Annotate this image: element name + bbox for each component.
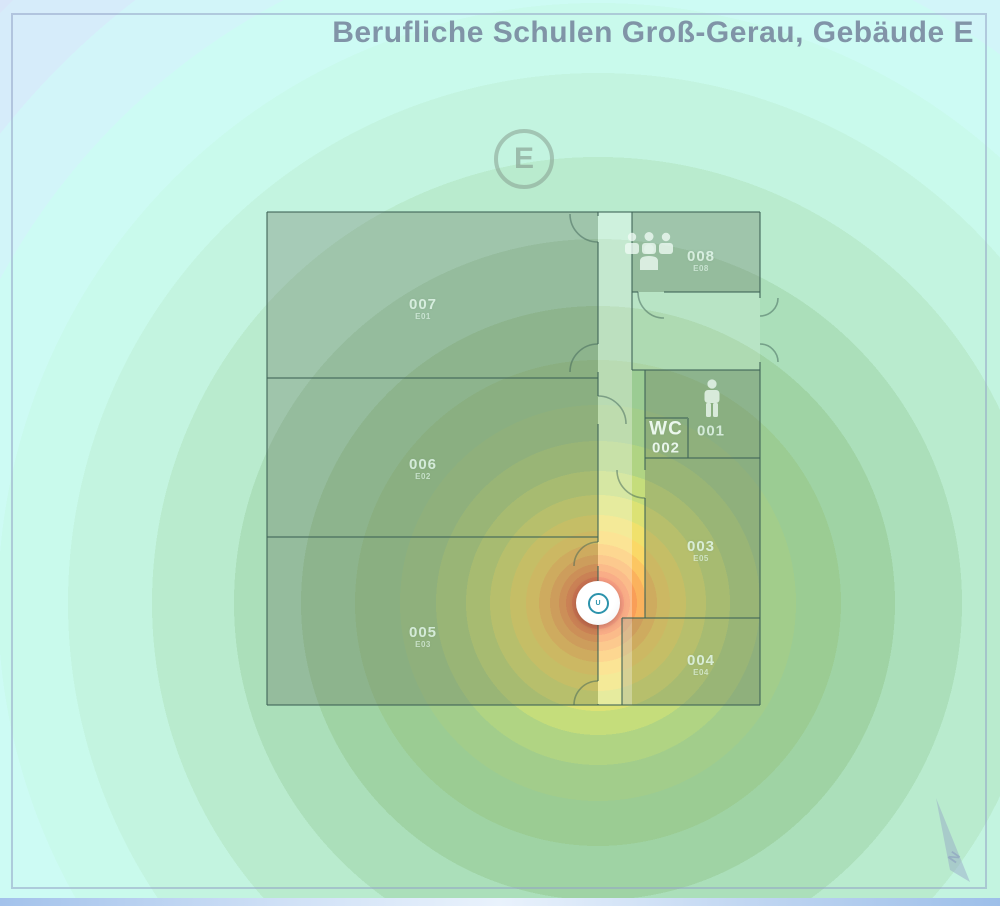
room-label-005: 005 E03 bbox=[409, 624, 437, 650]
room-block-left bbox=[267, 212, 598, 705]
room-002-name: WC bbox=[649, 418, 683, 440]
room-label-008: 008 E08 bbox=[687, 248, 715, 274]
room-008-code: E08 bbox=[693, 264, 709, 274]
building-badge: E bbox=[494, 129, 554, 189]
north-arrow-icon: N bbox=[936, 798, 970, 882]
ap-logo-letter: U bbox=[595, 599, 601, 607]
door-room-003 bbox=[616, 469, 646, 499]
door-room-006 bbox=[597, 395, 627, 425]
building-badge-letter: E bbox=[513, 142, 534, 175]
door-corridor-bottom bbox=[573, 680, 599, 706]
door-room-005 bbox=[573, 541, 599, 567]
ap-logo-ring: U bbox=[587, 592, 609, 614]
door-entrance-lower bbox=[759, 343, 779, 363]
door-arcs bbox=[569, 213, 779, 706]
room-008-number: 008 bbox=[686, 247, 716, 265]
room-007-code: E01 bbox=[415, 312, 431, 322]
room-label-001: 001 bbox=[697, 422, 725, 439]
room-006-number: 006 bbox=[408, 455, 438, 473]
room-label-007: 007 E01 bbox=[409, 296, 437, 322]
room-007-number: 007 bbox=[408, 295, 438, 313]
walls bbox=[266, 211, 761, 706]
room-003-number: 003 bbox=[686, 537, 716, 555]
room-004-area bbox=[622, 618, 760, 705]
room-label-003: 003 E05 bbox=[687, 538, 715, 564]
room-002-number: 002 bbox=[651, 439, 681, 457]
door-entrance-upper bbox=[759, 297, 779, 317]
room-shading bbox=[267, 212, 760, 705]
room-004-number: 004 bbox=[686, 651, 716, 669]
room-003-area bbox=[645, 458, 760, 618]
door-corridor-top bbox=[569, 213, 599, 243]
room-006-code: E02 bbox=[415, 472, 431, 482]
door-room-008 bbox=[637, 291, 665, 319]
corridor-area bbox=[598, 212, 632, 705]
room-label-002-wc: WC 002 bbox=[649, 419, 683, 456]
room-005-number: 005 bbox=[408, 623, 438, 641]
vestibule-area bbox=[632, 292, 760, 370]
room-label-006: 006 E02 bbox=[409, 456, 437, 482]
room-005-code: E03 bbox=[415, 640, 431, 650]
room-label-004: 004 E04 bbox=[687, 652, 715, 678]
door-room-007 bbox=[569, 343, 599, 373]
room-003-code: E05 bbox=[693, 554, 709, 564]
room-001-number: 001 bbox=[696, 422, 726, 440]
page-title: Berufliche Schulen Groß-Gerau, Gebäude E bbox=[332, 16, 974, 49]
room-001-area bbox=[645, 370, 760, 458]
unifi-ap-icon[interactable]: U bbox=[576, 581, 620, 625]
person-icon bbox=[704, 379, 720, 417]
window-bottom-edge bbox=[0, 898, 1000, 906]
room-004-code: E04 bbox=[693, 668, 709, 678]
people-group-icon bbox=[625, 232, 673, 270]
